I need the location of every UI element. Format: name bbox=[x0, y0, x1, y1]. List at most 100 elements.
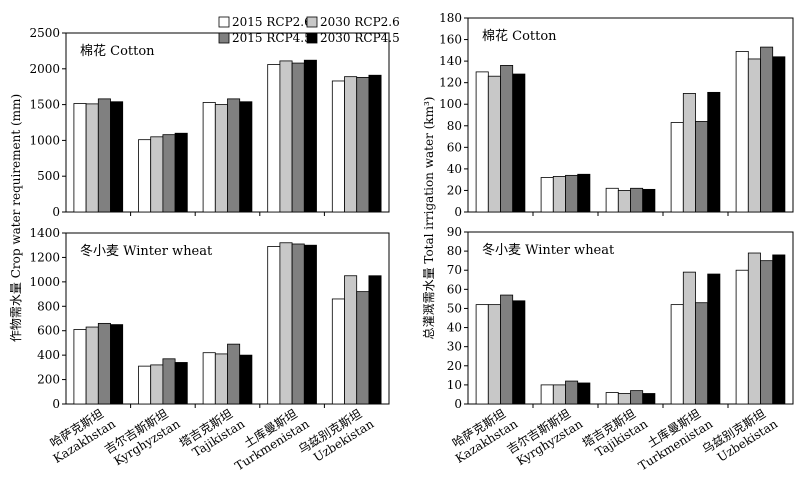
y-tick-label: 800 bbox=[37, 299, 60, 313]
y-tick-label: 40 bbox=[447, 162, 462, 176]
y-tick-label: 20 bbox=[447, 183, 462, 197]
bar bbox=[356, 291, 370, 405]
y-tick-label: 2000 bbox=[29, 62, 60, 76]
panel-label: 棉花 Cotton bbox=[80, 43, 155, 59]
bar bbox=[368, 74, 382, 213]
bar bbox=[500, 294, 514, 405]
y-tick-label: 40 bbox=[447, 321, 462, 335]
bar bbox=[162, 358, 176, 405]
bar bbox=[110, 324, 124, 405]
y-tick-label: 1500 bbox=[29, 98, 60, 112]
bar bbox=[747, 58, 761, 213]
bar bbox=[85, 103, 99, 213]
legend-label: 2015 RCP2.6 bbox=[232, 15, 312, 29]
bar bbox=[512, 73, 526, 213]
bar bbox=[772, 254, 786, 405]
bar bbox=[747, 252, 761, 405]
panel-label: 冬小麦 Winter wheat bbox=[482, 242, 615, 258]
bar bbox=[642, 393, 656, 405]
bar bbox=[73, 103, 87, 213]
bar bbox=[617, 190, 631, 213]
right-y-axis-label: 总灌溉需水量 Total irrigation water (km³) bbox=[422, 97, 436, 340]
legend-swatch bbox=[306, 16, 318, 28]
y-tick-label: 80 bbox=[447, 119, 462, 133]
legend-label: 2030 RCP4.5 bbox=[320, 31, 400, 45]
bar bbox=[73, 329, 87, 405]
bar bbox=[174, 132, 188, 213]
bar bbox=[605, 392, 619, 405]
panel-label: 棉花 Cotton bbox=[482, 28, 557, 44]
bar bbox=[552, 384, 566, 405]
bar bbox=[735, 269, 749, 405]
bar bbox=[670, 122, 684, 213]
bar bbox=[760, 260, 774, 405]
bar bbox=[279, 242, 293, 405]
bar bbox=[267, 246, 281, 405]
bar bbox=[695, 302, 709, 405]
bar bbox=[138, 365, 152, 405]
bar bbox=[97, 98, 111, 213]
y-tick-label: 60 bbox=[447, 140, 462, 154]
bar bbox=[279, 60, 293, 213]
bar bbox=[85, 326, 99, 405]
bar bbox=[202, 352, 216, 405]
bar bbox=[227, 343, 241, 405]
legend-label: 2015 RCP4.5 bbox=[232, 31, 312, 45]
y-tick-label: 0 bbox=[52, 397, 60, 411]
y-tick-label: 600 bbox=[37, 324, 60, 338]
panel-wheat-crop-water: 0 200 400 600 800 1000 1200 1400 冬小麦 Winter whea… bbox=[29, 226, 390, 473]
y-tick-label: 60 bbox=[447, 282, 462, 296]
bar bbox=[331, 298, 345, 405]
bar bbox=[617, 393, 631, 405]
y-tick-label: 80 bbox=[447, 244, 462, 258]
bar bbox=[512, 300, 526, 405]
bar bbox=[291, 243, 305, 405]
y-tick-label: 180 bbox=[439, 11, 462, 25]
y-tick-label: 2500 bbox=[29, 26, 60, 40]
bar bbox=[642, 188, 656, 213]
y-tick-label: 10 bbox=[447, 378, 462, 392]
bar bbox=[331, 80, 345, 213]
bar bbox=[356, 76, 370, 213]
legend-swatch bbox=[306, 32, 318, 44]
bar bbox=[303, 59, 317, 213]
bar bbox=[605, 187, 619, 213]
bar bbox=[138, 139, 152, 213]
y-tick-label: 90 bbox=[447, 225, 462, 239]
y-tick-label: 200 bbox=[37, 373, 60, 387]
bar bbox=[577, 382, 591, 405]
y-tick-label: 1400 bbox=[29, 226, 60, 240]
bar bbox=[577, 173, 591, 213]
bar bbox=[565, 380, 579, 405]
bar bbox=[670, 304, 684, 405]
bar bbox=[695, 121, 709, 213]
legend-swatch bbox=[218, 32, 230, 44]
bar bbox=[475, 71, 489, 213]
bar bbox=[239, 101, 253, 213]
panel-cotton-crop-water: 0 500 1000 1500 2000 2500 棉花 Cotton bbox=[29, 26, 390, 219]
y-tick-label: 70 bbox=[447, 263, 462, 277]
y-tick-label: 30 bbox=[447, 340, 462, 354]
bar bbox=[565, 174, 579, 213]
y-tick-label: 120 bbox=[439, 76, 462, 90]
bar bbox=[487, 75, 501, 213]
bar bbox=[772, 56, 786, 213]
y-tick-label: 1000 bbox=[29, 275, 60, 289]
bar bbox=[630, 187, 644, 213]
y-tick-label: 1200 bbox=[29, 250, 60, 264]
bar bbox=[202, 102, 216, 213]
bar bbox=[110, 101, 124, 213]
bar bbox=[682, 271, 696, 405]
bar bbox=[475, 304, 489, 405]
bar bbox=[227, 98, 241, 213]
bar bbox=[303, 244, 317, 405]
bar bbox=[540, 177, 554, 213]
bar bbox=[291, 62, 305, 213]
y-tick-label: 160 bbox=[439, 33, 462, 47]
bar bbox=[174, 362, 188, 405]
bar bbox=[368, 275, 382, 405]
y-tick-label: 1000 bbox=[29, 133, 60, 147]
bar bbox=[682, 93, 696, 213]
